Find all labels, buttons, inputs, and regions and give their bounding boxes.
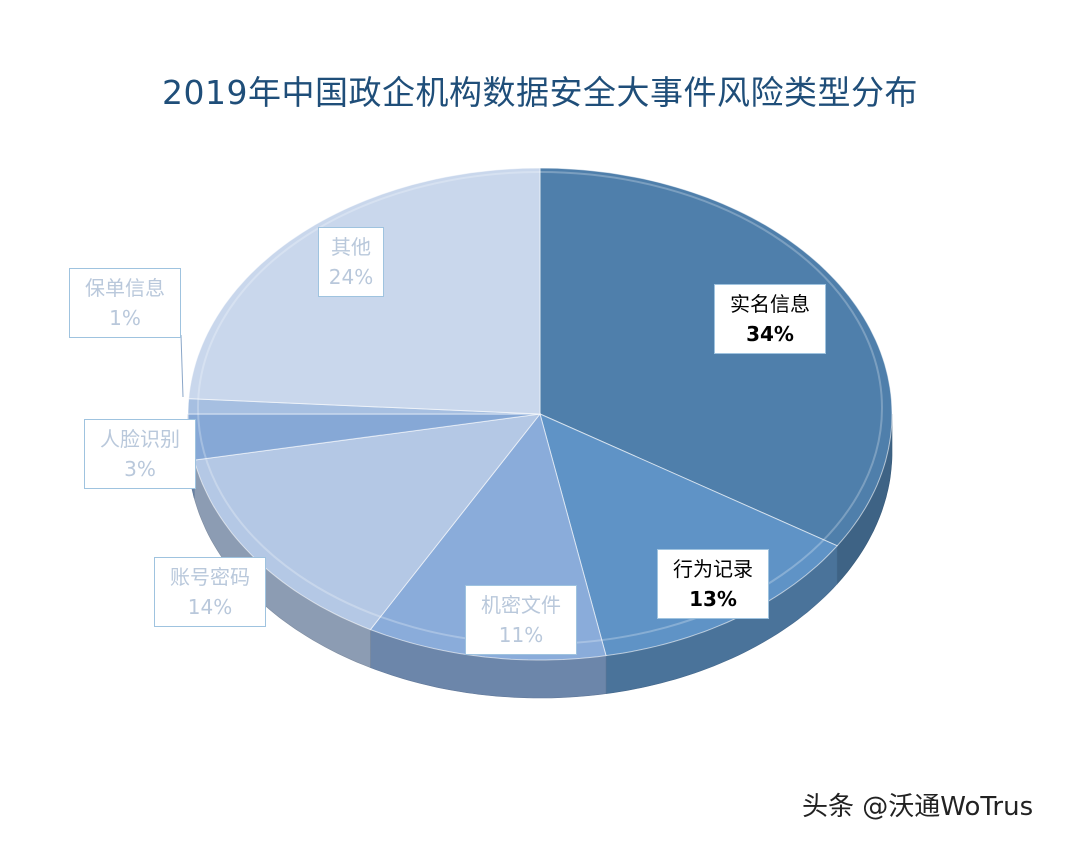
label-name-人脸识别: 人脸识别 bbox=[100, 427, 180, 451]
chart-title: 2019年中国政企机构数据安全大事件风险类型分布 bbox=[162, 73, 918, 112]
label-name-行为记录: 行为记录 bbox=[673, 557, 753, 581]
label-pct-其他: 24% bbox=[328, 265, 374, 289]
label-人脸识别: 人脸识别 3% bbox=[84, 419, 196, 489]
label-账号密码: 账号密码 14% bbox=[154, 557, 266, 627]
label-name-保单信息: 保单信息 bbox=[85, 276, 165, 300]
label-保单信息: 保单信息 1% bbox=[69, 268, 181, 338]
label-机密文件: 机密文件 11% bbox=[465, 585, 577, 655]
label-pct-保单信息: 1% bbox=[109, 306, 141, 330]
watermark: 头条 @沃通WoTrus bbox=[802, 792, 1034, 822]
pie-slice-实名信息 bbox=[539, 167, 893, 547]
pie-top-faces bbox=[187, 167, 893, 661]
label-name-实名信息: 实名信息 bbox=[730, 292, 810, 316]
leader-line-保单信息 bbox=[180, 334, 184, 398]
label-行为记录: 行为记录 13% bbox=[657, 549, 769, 619]
label-pct-机密文件: 11% bbox=[498, 623, 544, 647]
label-其他: 其他 24% bbox=[318, 227, 384, 297]
label-pct-账号密码: 14% bbox=[187, 595, 233, 619]
label-pct-行为记录: 13% bbox=[689, 587, 737, 611]
label-pct-实名信息: 34% bbox=[746, 322, 794, 346]
label-实名信息: 实名信息 34% bbox=[714, 284, 826, 354]
label-pct-人脸识别: 3% bbox=[124, 457, 156, 481]
label-name-其他: 其他 bbox=[331, 235, 371, 259]
label-name-机密文件: 机密文件 bbox=[481, 593, 561, 617]
label-name-账号密码: 账号密码 bbox=[170, 565, 250, 589]
